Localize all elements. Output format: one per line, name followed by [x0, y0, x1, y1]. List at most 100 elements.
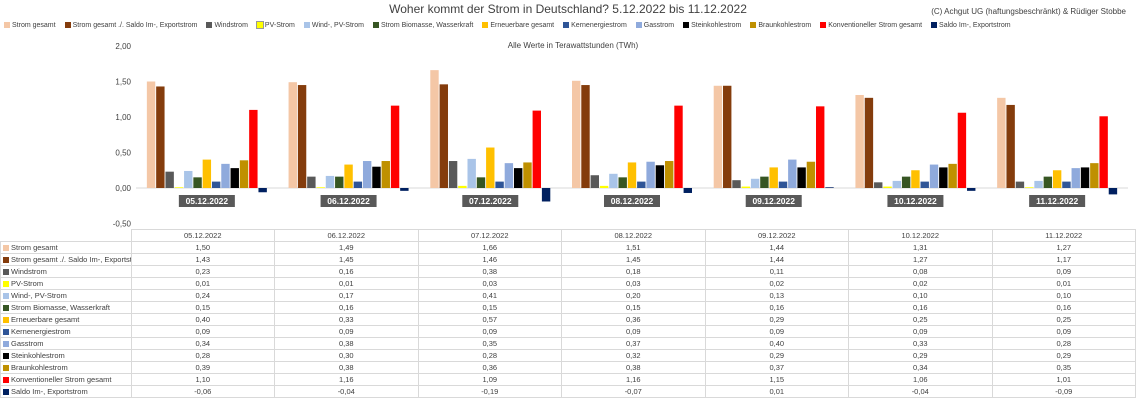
row-swatch — [3, 328, 9, 335]
row-name: Steinkohlestrom — [11, 350, 65, 360]
legend-label: Windstrom — [214, 22, 248, 29]
bar — [448, 161, 458, 188]
table-cell: 0,02 — [848, 277, 993, 290]
table-cell: -0,04 — [848, 385, 993, 398]
legend-item: Strom Biomasse, Wasserkraft — [372, 22, 473, 29]
table-cell: 0,36 — [417, 361, 562, 374]
row-name: Windstrom — [11, 266, 47, 276]
bar — [1062, 181, 1071, 188]
bar — [609, 173, 618, 188]
bar — [665, 161, 674, 188]
row-name: Strom Biomasse, Wasserkraft — [11, 302, 110, 312]
table-row-label: PV-Strom — [0, 277, 132, 290]
table-cell: 0,35 — [991, 361, 1136, 374]
legend-swatch — [931, 22, 938, 29]
bar — [864, 97, 874, 188]
bar — [381, 161, 390, 188]
table-column-header: 09.12.2022 — [704, 229, 849, 242]
bar — [627, 162, 637, 188]
legend-swatch — [64, 22, 71, 29]
table-cell: 1,27 — [991, 241, 1136, 254]
legend-label: Steinkohlestrom — [691, 22, 742, 29]
table-cell: 0,34 — [130, 337, 275, 350]
table-row: Strom gesamt 1,50 1,49 1,66 1,51 1,44 1,31 1,27 — [0, 241, 1136, 254]
row-name: Strom gesamt ./. Saldo Im-, Exportstrom — [11, 254, 130, 264]
bar — [372, 166, 381, 188]
row-name: Wind-, PV-Strom — [11, 290, 67, 300]
bar — [486, 147, 495, 188]
y-tick-label: -0,50 — [113, 220, 132, 229]
bar — [202, 159, 212, 188]
table-cell: 0,10 — [991, 289, 1136, 302]
bar — [1099, 116, 1108, 188]
table-cell: 1,51 — [561, 241, 706, 254]
bar — [637, 181, 646, 188]
table-cell: 0,16 — [991, 301, 1136, 314]
bar — [1043, 176, 1053, 188]
legend-item: Kernenergiestrom — [563, 22, 627, 29]
bar — [957, 112, 967, 188]
table-row-label: Strom gesamt ./. Saldo Im-, Exportstrom — [0, 253, 132, 266]
table-cell: 0,08 — [848, 265, 993, 278]
bar — [939, 167, 948, 188]
bar — [1052, 170, 1062, 188]
legend-label: Strom gesamt ./. Saldo Im-, Exportstrom — [72, 22, 198, 29]
table-cell: 0,11 — [704, 265, 849, 278]
table-cell: 1,16 — [561, 373, 706, 386]
table-cell: 0,37 — [704, 361, 849, 374]
category-label-box — [604, 195, 660, 207]
row-swatch — [3, 244, 9, 251]
copyright-credit: (C) Achgut UG (haftungsbeschränkt) & Rüd… — [931, 7, 1126, 16]
table-cell: 0,16 — [704, 301, 849, 314]
table-cell: 0,16 — [274, 301, 419, 314]
bar — [307, 176, 316, 188]
table-cell: 0,09 — [991, 265, 1136, 278]
row-name: Gasstrom — [11, 338, 44, 348]
x-tick-label: 10.12.2022 — [894, 196, 937, 206]
bar — [618, 177, 627, 188]
row-name: PV-Strom — [11, 278, 44, 288]
x-tick-label: 11.12.2022 — [1036, 196, 1078, 206]
table-cell: 0,40 — [704, 337, 849, 350]
bar — [532, 110, 541, 188]
table-cell: 1,16 — [274, 373, 419, 386]
legend-item: PV-Strom — [255, 21, 295, 30]
bar — [683, 188, 692, 193]
table-cell: 0,38 — [417, 265, 562, 278]
table-cell: 0,09 — [130, 325, 275, 338]
table-cell: 0,15 — [417, 301, 562, 314]
table-cell: 0,57 — [417, 313, 562, 326]
table-cell: 1,09 — [417, 373, 562, 386]
table-column-header: 07.12.2022 — [417, 229, 562, 242]
table-cell: 0,28 — [417, 349, 562, 362]
table-cell: 0,37 — [561, 337, 706, 350]
bar — [825, 187, 834, 188]
bar — [599, 185, 609, 188]
table-cell: 1,10 — [130, 373, 275, 386]
bar — [495, 181, 504, 188]
bar — [458, 185, 467, 188]
table-row-label: Braunkohlestrom — [0, 361, 132, 374]
legend-item: Konventioneller Strom gesamt — [820, 22, 922, 29]
table-cell: 0,36 — [561, 313, 706, 326]
legend-label: Erneuerbare gesamt — [490, 22, 555, 29]
row-name: Saldo Im-, Exportstrom — [11, 386, 88, 396]
table-row-label: Saldo Im-, Exportstrom — [0, 385, 132, 398]
table-cell: -0,19 — [417, 385, 562, 398]
bar — [325, 175, 335, 188]
bar — [439, 84, 448, 188]
bar — [1080, 167, 1090, 188]
bar — [788, 159, 797, 188]
legend-item: Braunkohlestrom — [750, 22, 811, 29]
bar — [741, 186, 751, 188]
row-swatch — [3, 388, 9, 395]
row-name: Erneuerbare gesamt — [11, 314, 80, 324]
table-row-label: Windstrom — [0, 265, 132, 278]
row-swatch — [3, 340, 9, 347]
bar — [316, 187, 325, 188]
bar — [967, 188, 976, 191]
legend-swatch — [635, 22, 642, 29]
table-cell: 0,24 — [130, 289, 275, 302]
row-swatch — [3, 304, 9, 311]
table-row-label: Strom gesamt — [0, 241, 132, 254]
